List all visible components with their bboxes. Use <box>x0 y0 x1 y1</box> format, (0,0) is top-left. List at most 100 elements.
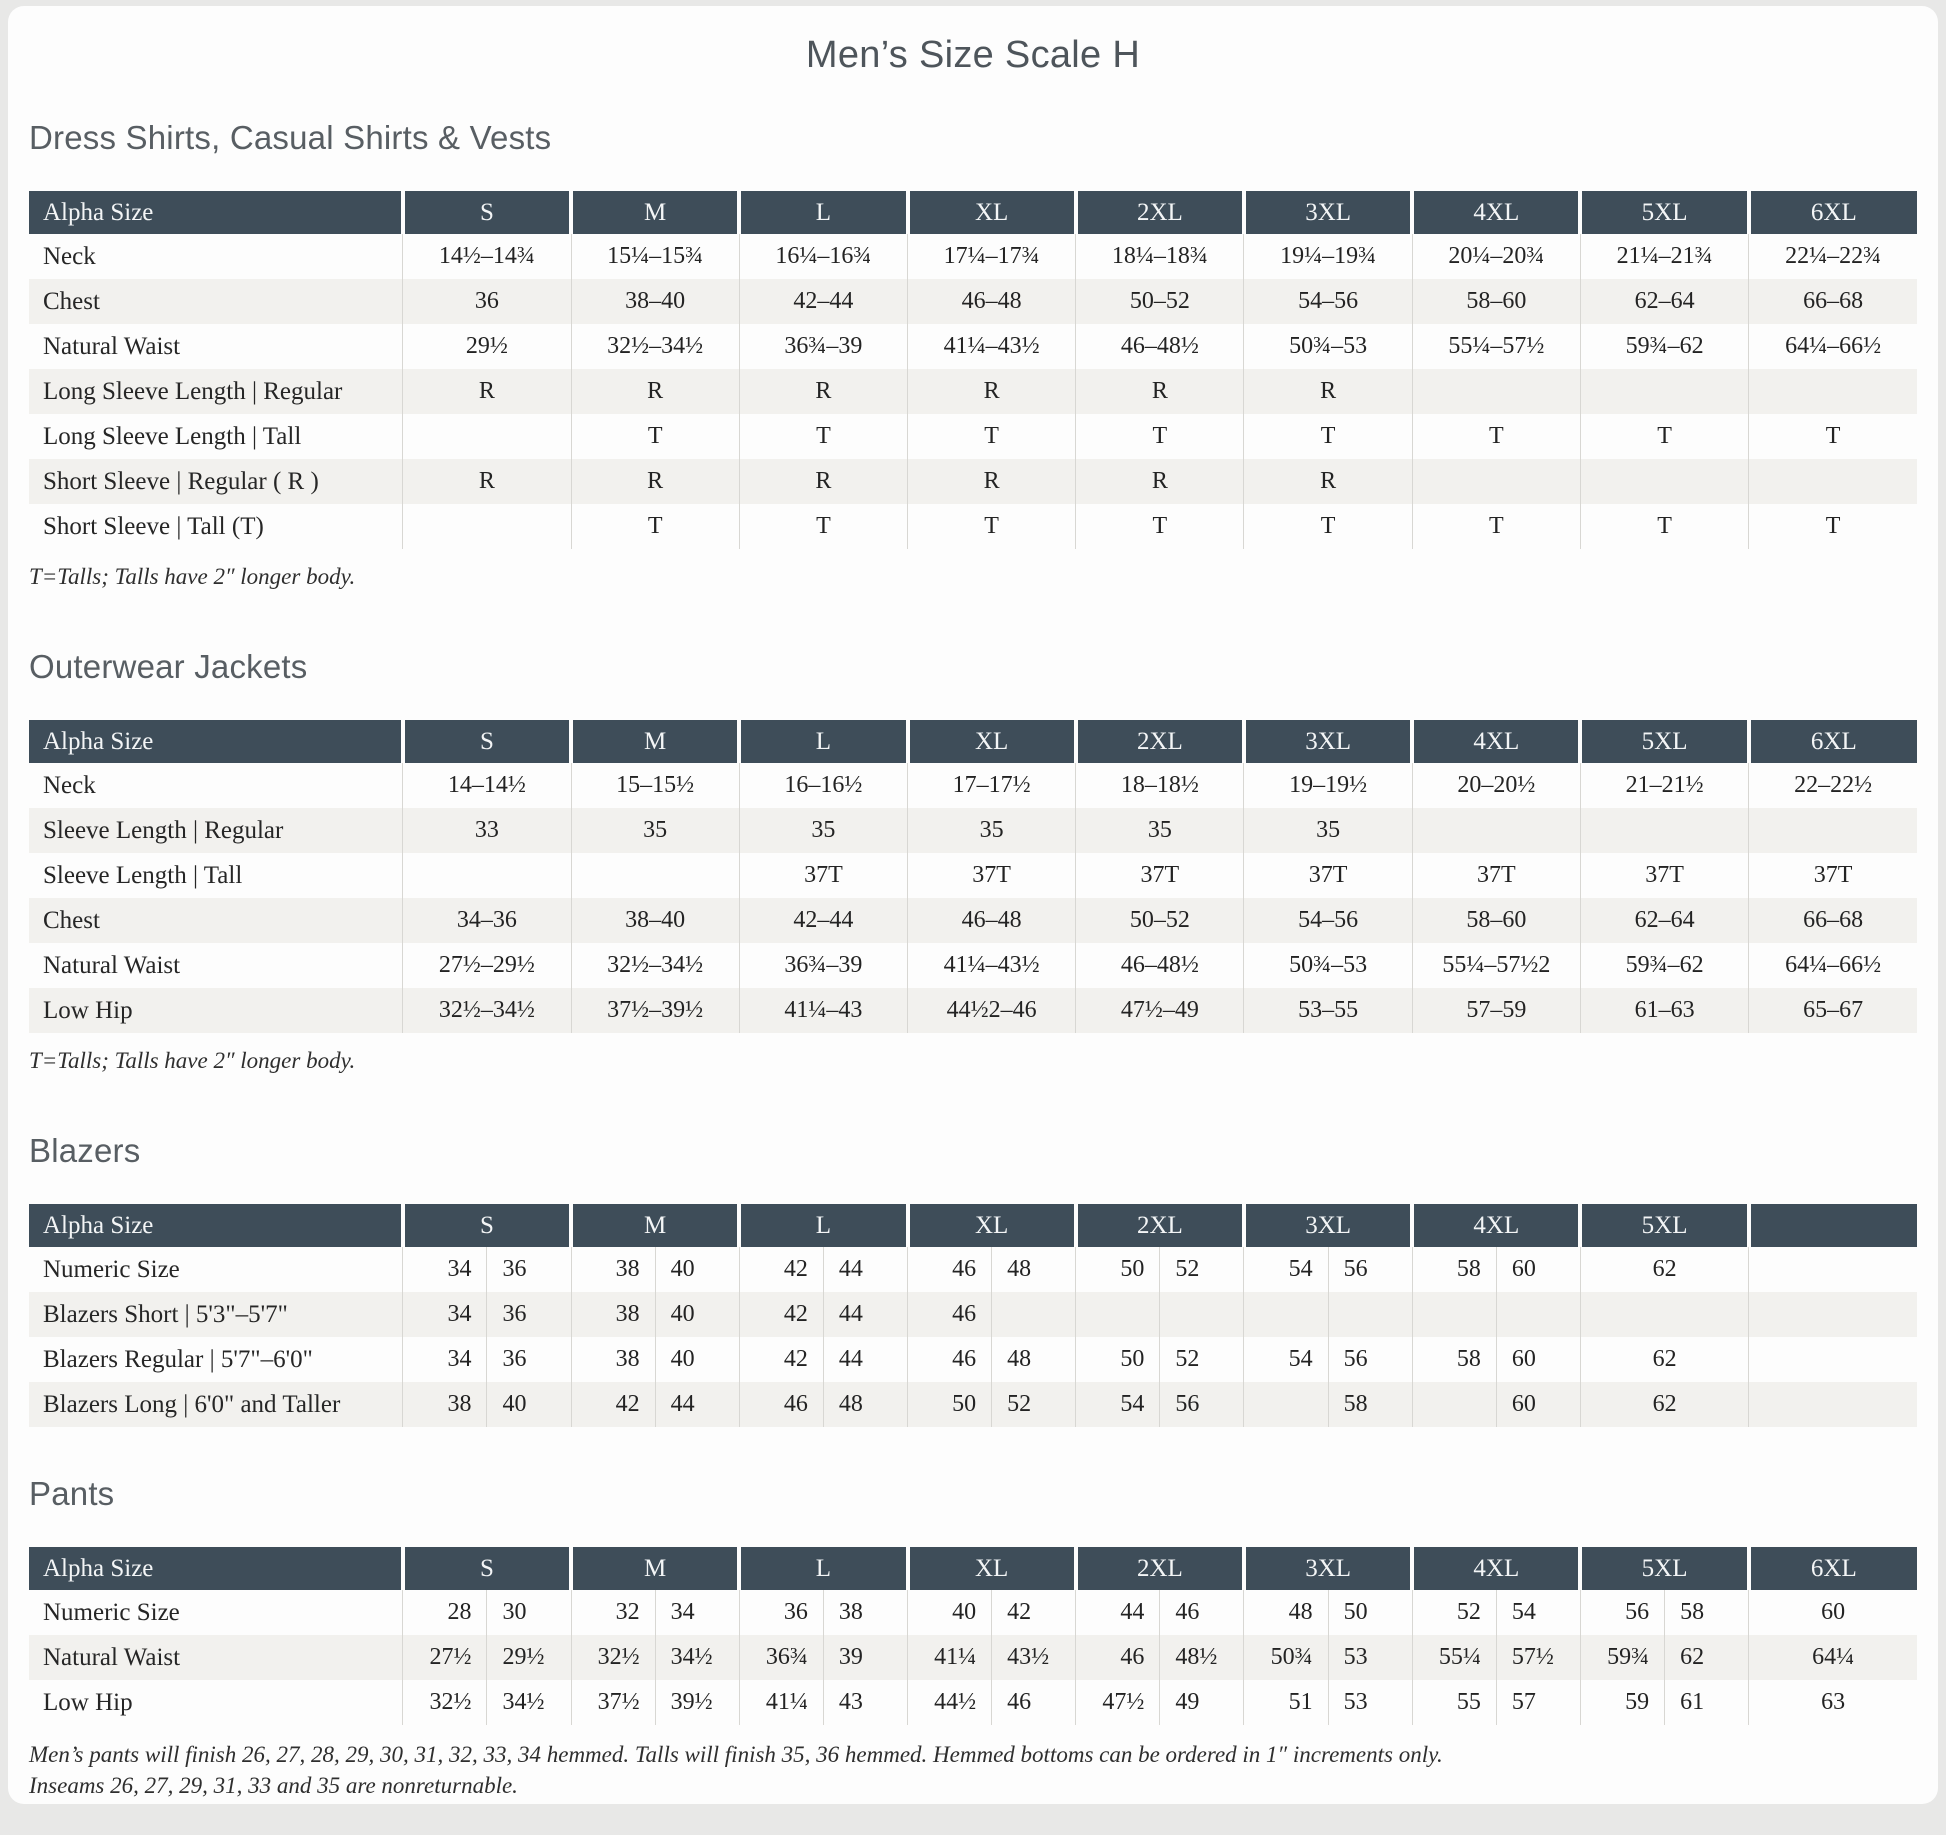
cell-value-right: 46 <box>1007 1689 1032 1715</box>
data-cell: T <box>570 414 740 459</box>
column-header-alpha-size: Alpha Size <box>29 1204 403 1247</box>
data-cell: 55¼–57½2 <box>1411 943 1581 988</box>
cell-value-right: 39½ <box>670 1689 713 1715</box>
cell-value-right: 44 <box>838 1256 863 1282</box>
data-cell: 35 <box>907 808 1076 853</box>
table-row: Neck 14½–14¾ 15¼–15¾ 16¼–16¾ 17¼–17¾ 18¼–18¾ 1… <box>29 234 1917 279</box>
cell-value-left: 50¾ <box>1244 1635 1329 1680</box>
column-header-s: S <box>400 1547 572 1590</box>
cell-value-right: 57½ <box>1511 1644 1554 1670</box>
data-cell: 42 44 <box>738 1337 908 1382</box>
data-cell: T <box>1243 414 1413 459</box>
data-cell: 22–22½ <box>1748 763 1917 808</box>
cell-value: 60 <box>1821 1599 1846 1625</box>
data-cell: 32½–34½ <box>570 324 740 369</box>
cell-value-right: 39 <box>838 1644 863 1670</box>
column-header-m: M <box>569 1547 740 1590</box>
cell-value-left: 38 <box>572 1292 656 1337</box>
data-cell: 33 <box>402 808 572 853</box>
row-label: Long Sleeve Length | Tall <box>43 422 302 450</box>
split-cell: 42 44 <box>740 1337 907 1382</box>
cell-value-left: 44 <box>1076 1590 1161 1635</box>
split-cell: 44½ 46 <box>908 1680 1075 1725</box>
data-cell: T <box>907 504 1076 549</box>
row-label: Chest <box>43 287 100 315</box>
data-cell: 20–20½ <box>1411 763 1581 808</box>
cell-value: 62 <box>1652 1391 1677 1417</box>
data-cell: 37T <box>1243 853 1413 898</box>
split-cell: 32½ 34½ <box>403 1680 570 1725</box>
cell-value-left: 50 <box>1076 1247 1161 1292</box>
cell-value-left: 32 <box>572 1590 656 1635</box>
data-cell: 29½ <box>402 324 572 369</box>
split-cell: 36 38 <box>740 1590 907 1635</box>
data-cell: 37½ 39½ <box>570 1680 740 1725</box>
split-cell: 44 46 <box>1076 1590 1243 1635</box>
data-cell: 22¼–22¾ <box>1748 234 1917 279</box>
cell-value-right: 53 <box>1343 1689 1368 1715</box>
cell-value-right: 48 <box>1007 1346 1032 1372</box>
data-cell: 35 <box>1243 808 1413 853</box>
data-cell: 58–60 <box>1411 898 1581 943</box>
data-cell: 38 40 <box>402 1382 572 1427</box>
cell-value-right: 44 <box>838 1346 863 1372</box>
data-cell <box>402 853 572 898</box>
cell-value-left: 46 <box>740 1382 824 1427</box>
data-cell: R <box>570 369 740 414</box>
data-cell: 20¼–20¾ <box>1411 234 1581 279</box>
cell-value-left: 28 <box>403 1590 488 1635</box>
data-cell: 19–19½ <box>1243 763 1413 808</box>
data-cell: 32 34 <box>570 1590 740 1635</box>
column-header-l: L <box>737 720 908 763</box>
data-cell: R <box>402 369 572 414</box>
cell-value-left: 55 <box>1413 1680 1497 1725</box>
data-cell: 44 46 <box>1075 1590 1244 1635</box>
column-header-s: S <box>400 191 572 234</box>
split-cell: 50 52 <box>1076 1337 1243 1382</box>
data-cell: 61–63 <box>1579 988 1749 1033</box>
section-heading-dress-shirts: Dress Shirts, Casual Shirts & Vests <box>29 119 552 156</box>
table-row: Long Sleeve Length | Tall T T T T T T T T <box>29 414 1917 459</box>
data-cell: 37T <box>738 853 908 898</box>
data-cell: T <box>1243 504 1413 549</box>
data-cell: 50 52 <box>1075 1337 1244 1382</box>
row-label: Natural Waist <box>43 332 181 360</box>
row-label: Blazers Regular | 5'7"–6'0" <box>43 1345 313 1373</box>
split-cell: 46 48 <box>908 1337 1075 1382</box>
data-cell: 64¼–66½ <box>1748 324 1917 369</box>
column-header-2xl: 2XL <box>1073 191 1244 234</box>
data-cell: 37T <box>1075 853 1244 898</box>
cell-value-right: 60 <box>1511 1391 1536 1417</box>
split-cell: 34 36 <box>403 1292 570 1337</box>
data-cell: 50¾–53 <box>1243 324 1413 369</box>
data-cell: 17¼–17¾ <box>907 234 1076 279</box>
row-label: Numeric Size <box>43 1255 180 1283</box>
data-cell: 42–44 <box>738 898 908 943</box>
data-cell: T <box>1579 504 1749 549</box>
cell-value-left: 32½ <box>572 1635 656 1680</box>
data-cell: 66–68 <box>1748 898 1917 943</box>
split-cell: 46 48 <box>908 1247 1075 1292</box>
data-cell: 36¾–39 <box>738 324 908 369</box>
data-cell: 32½–34½ <box>402 988 572 1033</box>
cell-value-right: 36 <box>502 1256 527 1282</box>
data-cell: 58 <box>1243 1382 1413 1427</box>
data-cell <box>1579 459 1749 504</box>
data-cell: 46 48 <box>738 1382 908 1427</box>
cell-value-left: 58 <box>1413 1247 1497 1292</box>
data-cell: 59¾–62 <box>1579 943 1749 988</box>
header-row: Alpha Size S M L XL 2XL 3XL 4XL 5XL <box>29 1204 1917 1247</box>
column-header-alpha-size: Alpha Size <box>29 720 403 763</box>
data-cell: 46 48 <box>907 1247 1076 1292</box>
data-cell: 27½ 29½ <box>402 1635 572 1680</box>
cell-value-left: 38 <box>572 1337 656 1382</box>
cell-value-right: 60 <box>1511 1256 1536 1282</box>
data-cell: 50 52 <box>907 1382 1076 1427</box>
data-cell: 52 54 <box>1411 1590 1581 1635</box>
data-cell: R <box>907 459 1076 504</box>
data-cell: 62–64 <box>1579 279 1749 324</box>
cell-value-left: 34 <box>403 1247 488 1292</box>
data-cell: 19¼–19¾ <box>1243 234 1413 279</box>
data-cell: 50¾–53 <box>1243 943 1413 988</box>
data-cell: 46–48 <box>907 279 1076 324</box>
